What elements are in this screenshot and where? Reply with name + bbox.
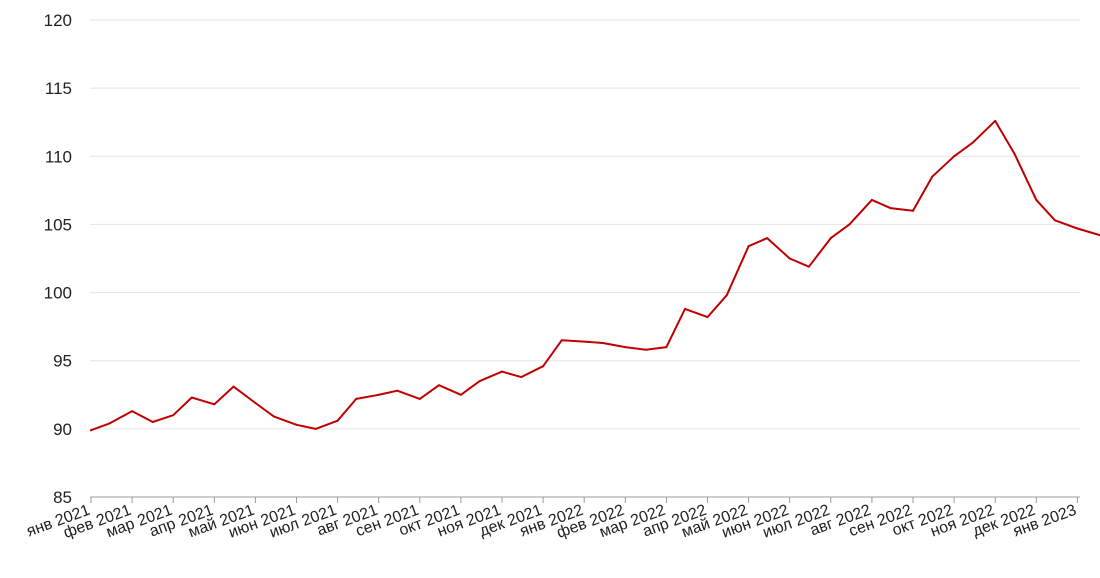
data-point	[336, 419, 339, 422]
data-point	[766, 237, 769, 240]
data-point	[1076, 227, 1079, 230]
data-point	[1013, 152, 1016, 155]
data-point	[459, 393, 462, 396]
series-line	[90, 119, 1100, 432]
data-point	[706, 316, 709, 319]
data-point	[870, 198, 873, 201]
y-tick-label: 115	[45, 79, 72, 98]
data-point	[1053, 219, 1056, 222]
data-point	[665, 346, 668, 349]
data-point	[151, 421, 154, 423]
data-point	[931, 175, 934, 178]
data-point	[848, 223, 851, 226]
data-point	[1095, 233, 1097, 235]
y-tick-label: 100	[44, 284, 72, 303]
data-point	[971, 141, 974, 144]
data-point	[520, 376, 523, 379]
y-tick-label: 105	[44, 215, 72, 234]
data-point	[314, 427, 317, 430]
data-point	[725, 294, 728, 297]
data-point	[583, 340, 586, 343]
y-tick-label: 110	[45, 147, 72, 166]
data-point	[644, 348, 647, 351]
series-layer	[90, 119, 1100, 432]
data-point	[396, 389, 399, 392]
y-axis: 85 90 95 100 105 110 115 120	[44, 11, 72, 507]
data-point	[684, 307, 686, 310]
data-point	[355, 397, 358, 400]
data-point	[90, 429, 92, 432]
data-point	[912, 209, 914, 212]
data-point	[273, 415, 275, 418]
gridlines	[90, 19, 1080, 430]
data-point	[131, 410, 134, 413]
data-point	[232, 385, 235, 388]
data-point	[807, 265, 810, 268]
data-point	[438, 384, 440, 387]
data-point	[295, 423, 298, 426]
data-point	[624, 346, 627, 349]
y-tick-label: 85	[53, 488, 72, 507]
data-point	[108, 422, 111, 425]
data-point	[254, 402, 257, 404]
data-point	[501, 370, 503, 373]
data-point	[601, 342, 604, 344]
data-point	[213, 403, 216, 406]
data-point	[172, 414, 175, 417]
data-point	[829, 237, 832, 240]
data-point	[542, 365, 545, 368]
data-point	[190, 396, 193, 399]
data-point	[478, 380, 481, 383]
y-tick-label: 120	[44, 11, 72, 30]
y-tick-label: 95	[53, 352, 72, 371]
data-point	[747, 245, 750, 248]
y-tick-label: 90	[53, 420, 72, 439]
data-point	[889, 207, 892, 210]
data-point	[994, 119, 997, 122]
data-point	[1035, 198, 1038, 201]
data-point	[788, 257, 791, 260]
data-point	[418, 397, 421, 400]
data-point	[953, 155, 956, 158]
data-point	[560, 339, 563, 342]
data-point	[377, 393, 380, 396]
